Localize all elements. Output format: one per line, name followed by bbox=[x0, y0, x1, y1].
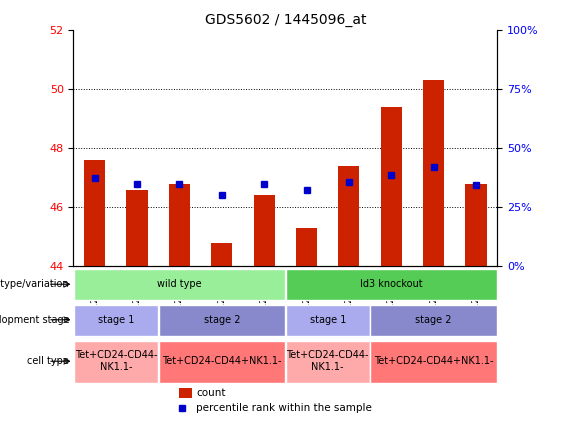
Bar bbox=[423, 80, 444, 266]
Text: count: count bbox=[197, 388, 226, 398]
Bar bbox=[296, 228, 317, 266]
Text: percentile rank within the sample: percentile rank within the sample bbox=[197, 403, 372, 413]
FancyBboxPatch shape bbox=[286, 269, 497, 300]
Text: development stage: development stage bbox=[0, 315, 69, 325]
Text: wild type: wild type bbox=[157, 279, 202, 289]
Text: Tet+CD24-CD44-
NK1.1-: Tet+CD24-CD44- NK1.1- bbox=[75, 350, 157, 372]
Text: genotype/variation: genotype/variation bbox=[0, 279, 69, 289]
Bar bbox=[254, 195, 275, 266]
Text: Tet+CD24-CD44-
NK1.1-: Tet+CD24-CD44- NK1.1- bbox=[286, 350, 369, 372]
Text: Id3 knockout: Id3 knockout bbox=[360, 279, 423, 289]
Bar bbox=[211, 243, 232, 266]
Bar bbox=[169, 184, 190, 266]
Bar bbox=[179, 388, 192, 398]
FancyBboxPatch shape bbox=[286, 305, 370, 336]
Bar bbox=[127, 190, 147, 266]
Text: Tet+CD24-CD44+NK1.1-: Tet+CD24-CD44+NK1.1- bbox=[162, 356, 281, 366]
Bar bbox=[466, 184, 486, 266]
Text: stage 1: stage 1 bbox=[98, 315, 134, 325]
Bar bbox=[84, 160, 105, 266]
FancyBboxPatch shape bbox=[74, 341, 158, 382]
Text: stage 2: stage 2 bbox=[203, 315, 240, 325]
Bar bbox=[338, 166, 359, 266]
FancyBboxPatch shape bbox=[371, 305, 497, 336]
FancyBboxPatch shape bbox=[159, 305, 285, 336]
FancyBboxPatch shape bbox=[74, 305, 158, 336]
FancyBboxPatch shape bbox=[74, 269, 285, 300]
FancyBboxPatch shape bbox=[371, 341, 497, 382]
Bar bbox=[381, 107, 402, 266]
Text: cell type: cell type bbox=[27, 356, 69, 366]
Text: Tet+CD24-CD44+NK1.1-: Tet+CD24-CD44+NK1.1- bbox=[374, 356, 493, 366]
Text: stage 2: stage 2 bbox=[415, 315, 452, 325]
FancyBboxPatch shape bbox=[159, 341, 285, 382]
FancyBboxPatch shape bbox=[286, 341, 370, 382]
Text: stage 1: stage 1 bbox=[310, 315, 346, 325]
Title: GDS5602 / 1445096_at: GDS5602 / 1445096_at bbox=[205, 13, 366, 27]
